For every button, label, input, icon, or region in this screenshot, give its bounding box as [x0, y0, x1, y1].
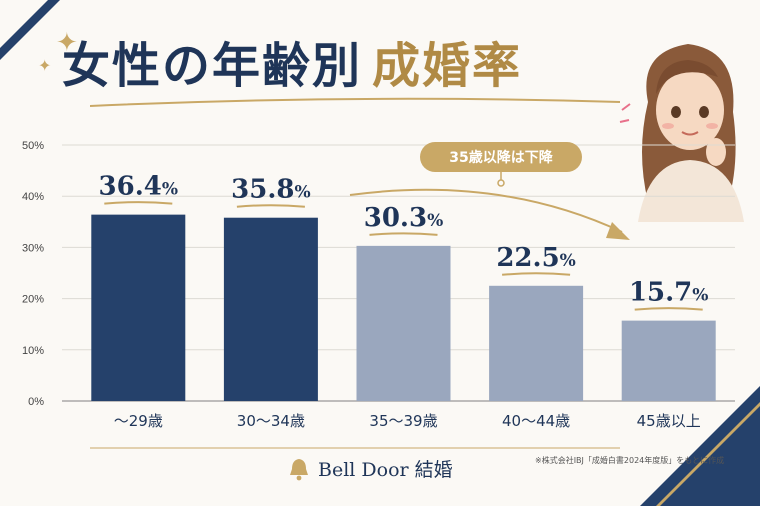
bar	[223, 217, 318, 401]
value-label: 15.7%	[629, 278, 708, 308]
y-tick-label: 20%	[22, 294, 44, 306]
corner-decoration-bottom-right-inner	[660, 406, 760, 506]
bar	[621, 320, 716, 401]
title-underline	[90, 97, 620, 107]
value-underline	[236, 204, 305, 208]
value-underline	[104, 201, 173, 205]
bell-icon	[290, 458, 308, 480]
x-tick-label: 40～44歳	[502, 412, 570, 430]
page-title: 女性の年齢別 成婚率	[62, 26, 522, 96]
value-label: 35.8%	[231, 175, 310, 205]
annotation-badge	[420, 142, 582, 172]
annotation-text: 35歳以降は下降	[449, 149, 553, 166]
x-tick-label: ～29歳	[114, 412, 163, 430]
annotation-dot	[497, 179, 505, 187]
value-underline	[502, 272, 571, 276]
sparkle-icon: ✦	[56, 28, 78, 58]
y-tick-label: 40%	[22, 191, 44, 203]
trend-arrow	[349, 188, 623, 233]
value-label: 30.3%	[364, 203, 443, 233]
bar	[91, 214, 186, 401]
woman-avatar	[619, 44, 744, 222]
value-label: 36.4%	[99, 172, 178, 202]
source-note: ※株式会社IBJ「成婚白書2024年度版」をもとに作成	[535, 456, 725, 465]
value-underline	[369, 232, 438, 236]
bar	[489, 285, 584, 401]
x-tick-label: 30～34歳	[237, 412, 305, 430]
y-tick-label: 0%	[28, 396, 44, 408]
sparkle-icon: ✦	[38, 56, 52, 75]
corner-decoration-top-left-inner	[0, 0, 48, 48]
y-tick-label: 50%	[22, 140, 44, 152]
y-tick-label: 10%	[22, 345, 44, 357]
arrow-head-icon	[606, 222, 630, 240]
brand-logo: Bell Door 結婚	[288, 455, 453, 482]
title-highlight: 成婚率	[372, 38, 523, 94]
y-tick-label: 30%	[22, 242, 44, 254]
value-label: 22.5%	[496, 243, 575, 273]
value-underline	[634, 307, 703, 311]
brand-name: Bell Door 結婚	[318, 459, 453, 481]
bar	[356, 245, 451, 401]
x-tick-label: 45歳以上	[637, 412, 701, 430]
title-main: 女性の年齢別	[62, 38, 363, 94]
x-tick-label: 35～39歳	[369, 412, 437, 430]
